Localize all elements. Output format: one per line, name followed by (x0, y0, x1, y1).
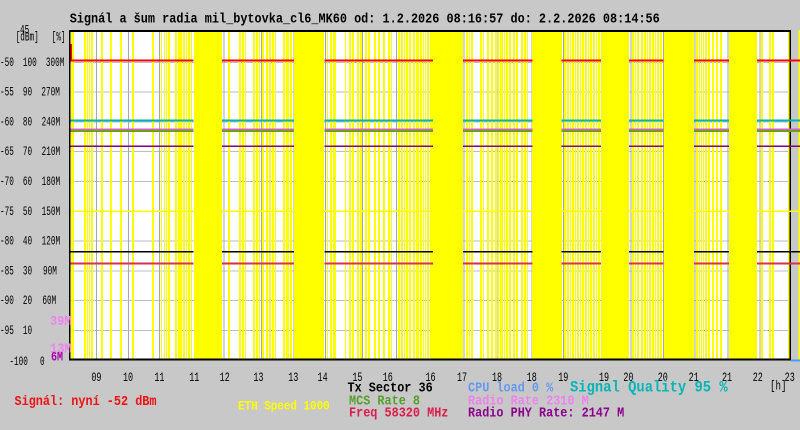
svg-text:-65: -65 (0, 145, 14, 159)
svg-text:6M: 6M (51, 350, 63, 365)
svg-text:CPU load 0 %: CPU load 0 % (468, 380, 554, 396)
svg-text:Freq 58320 MHz: Freq 58320 MHz (349, 406, 448, 422)
svg-text:120M: 120M (42, 235, 61, 249)
svg-text:12: 12 (220, 371, 230, 385)
svg-text:80: 80 (23, 115, 32, 129)
svg-text:100: 100 (23, 56, 37, 70)
svg-text:-80: -80 (0, 235, 14, 249)
svg-text:-75: -75 (0, 205, 14, 219)
svg-text:30: 30 (23, 264, 32, 278)
svg-text:Tx Sector 36: Tx Sector 36 (348, 380, 433, 396)
svg-text:ETH Speed 1000: ETH Speed 1000 (238, 399, 330, 414)
svg-text:70: 70 (23, 145, 32, 159)
svg-text:11: 11 (189, 371, 199, 385)
svg-text:15: 15 (352, 371, 362, 385)
svg-text:09: 09 (91, 371, 101, 385)
svg-text:-95: -95 (0, 324, 14, 338)
svg-text:20: 20 (23, 294, 32, 308)
svg-text:-55: -55 (0, 86, 14, 100)
svg-text:16: 16 (425, 371, 435, 385)
svg-text:23: 23 (785, 371, 795, 385)
svg-text:0: 0 (40, 355, 45, 369)
svg-text:180M: 180M (42, 175, 61, 189)
svg-text:90: 90 (23, 86, 32, 100)
svg-text:60: 60 (23, 175, 32, 189)
svg-text:[dBm]: [dBm] (16, 30, 39, 44)
svg-text:22: 22 (753, 371, 763, 385)
svg-text:40: 40 (23, 235, 32, 249)
svg-text:240M: 240M (42, 115, 61, 129)
svg-text:21: 21 (722, 371, 732, 385)
svg-text:13M: 13M (50, 343, 72, 358)
svg-text:18: 18 (527, 371, 537, 385)
svg-text:-90: -90 (0, 294, 14, 308)
svg-text:Signál a šum radia mil_bytovka: Signál a šum radia mil_bytovka_cl6_MK60 … (70, 12, 660, 28)
svg-text:19: 19 (558, 371, 568, 385)
svg-text:MCS Rate 8: MCS Rate 8 (349, 394, 420, 410)
svg-text:17: 17 (457, 371, 467, 385)
svg-text:-70: -70 (0, 175, 14, 189)
svg-text:Radio Rate 2310 M: Radio Rate 2310 M (468, 394, 589, 410)
svg-text:13: 13 (253, 371, 263, 385)
svg-text:45: 45 (20, 24, 29, 38)
svg-text:-50: -50 (0, 56, 14, 70)
svg-text:20: 20 (658, 371, 668, 385)
svg-text:10: 10 (123, 371, 133, 385)
svg-text:-60: -60 (0, 115, 14, 129)
svg-text:50: 50 (23, 205, 32, 219)
svg-text:[%]: [%] (52, 30, 66, 44)
svg-text:11: 11 (154, 371, 164, 385)
svg-text:[h]: [h] (770, 379, 787, 393)
svg-text:Signal Quality 95 %: Signal Quality 95 % (570, 379, 728, 397)
svg-text:14: 14 (318, 371, 328, 385)
svg-text:270M: 270M (41, 86, 60, 100)
svg-text:150M: 150M (42, 205, 61, 219)
svg-text:20: 20 (623, 371, 633, 385)
svg-text:300M: 300M (46, 56, 65, 70)
svg-text:21: 21 (689, 371, 699, 385)
svg-text:16: 16 (383, 371, 393, 385)
svg-text:-100: -100 (9, 355, 28, 369)
svg-text:18: 18 (492, 371, 502, 385)
svg-text:39M: 39M (50, 315, 72, 330)
svg-text:210M: 210M (42, 145, 61, 159)
svg-text:Signál: nyní -52 dBm: Signál: nyní -52 dBm (15, 394, 157, 410)
svg-text:60M: 60M (42, 294, 56, 308)
svg-text:13: 13 (288, 371, 298, 385)
svg-text:Radio PHY Rate: 2147 M: Radio PHY Rate: 2147 M (468, 406, 624, 422)
svg-text:10: 10 (23, 324, 32, 338)
svg-text:-85: -85 (0, 264, 14, 278)
svg-text:19: 19 (599, 371, 609, 385)
svg-text:90M: 90M (43, 264, 57, 278)
